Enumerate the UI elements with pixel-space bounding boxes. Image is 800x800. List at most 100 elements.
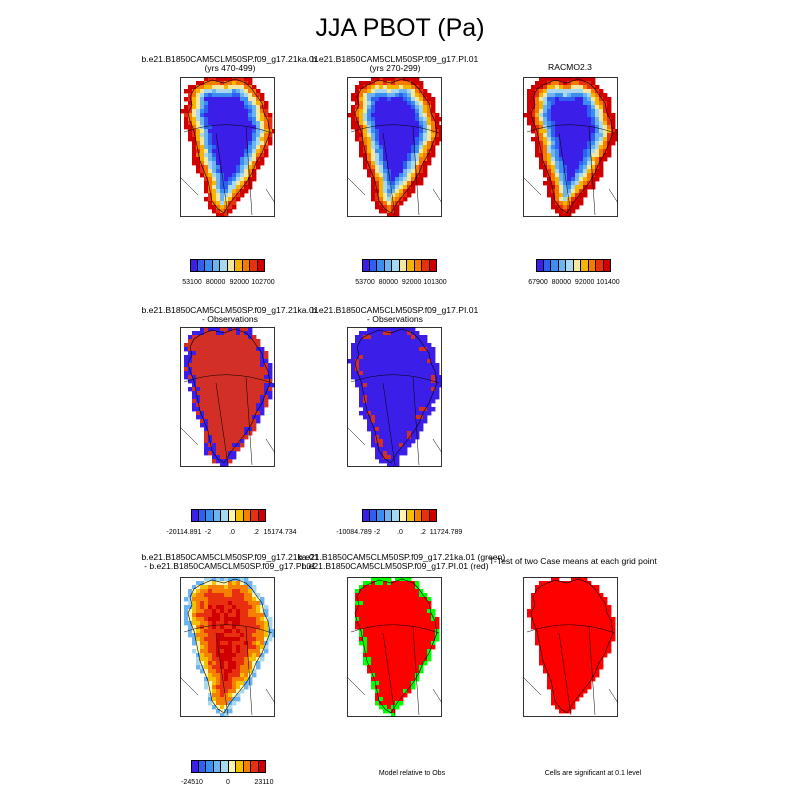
map-cell bbox=[411, 593, 416, 598]
map-cell bbox=[567, 709, 572, 714]
map-cell bbox=[212, 621, 217, 626]
map-cell bbox=[387, 407, 392, 412]
map-cell bbox=[395, 165, 400, 170]
map-cell bbox=[583, 589, 588, 594]
map-cell bbox=[379, 665, 384, 670]
map-cell bbox=[559, 609, 564, 614]
map-cell bbox=[244, 173, 249, 178]
map-cell bbox=[184, 105, 189, 110]
map-cell bbox=[579, 693, 584, 698]
map-cell bbox=[583, 189, 588, 194]
map-cell bbox=[212, 189, 217, 194]
map-cell bbox=[431, 105, 436, 110]
map-cell bbox=[232, 645, 237, 650]
map-cell bbox=[407, 439, 412, 444]
map-cell bbox=[411, 387, 416, 392]
map-cell bbox=[371, 343, 376, 348]
map-cell bbox=[256, 645, 261, 650]
map-cell bbox=[387, 201, 392, 206]
map-cell bbox=[371, 661, 376, 666]
map-cell bbox=[220, 141, 225, 146]
map-cell bbox=[403, 407, 408, 412]
map-cell bbox=[363, 605, 368, 610]
map-cell bbox=[184, 375, 189, 380]
map-cell bbox=[264, 375, 269, 380]
map-cell bbox=[391, 331, 396, 336]
map-cell bbox=[228, 367, 233, 372]
map-cell bbox=[579, 197, 584, 202]
map-cell bbox=[587, 613, 592, 618]
map-cell bbox=[595, 113, 600, 118]
map-cell bbox=[240, 343, 245, 348]
map-cell bbox=[395, 181, 400, 186]
map-cell bbox=[355, 133, 360, 138]
greenland-map bbox=[180, 327, 275, 467]
map-cell bbox=[555, 589, 560, 594]
map-cell bbox=[387, 335, 392, 340]
map-cell bbox=[399, 93, 404, 98]
map-cell bbox=[236, 339, 241, 344]
map-cell bbox=[220, 77, 225, 82]
map-cell bbox=[216, 181, 221, 186]
map-cell bbox=[555, 689, 560, 694]
map-cell bbox=[423, 339, 428, 344]
map-cell bbox=[411, 653, 416, 658]
map-cell bbox=[383, 101, 388, 106]
map-cell bbox=[240, 617, 245, 622]
map-cell bbox=[415, 633, 420, 638]
map-cell bbox=[367, 129, 372, 134]
map-cell bbox=[567, 665, 572, 670]
map-cell bbox=[363, 645, 368, 650]
map-cell bbox=[347, 359, 352, 364]
map-cell bbox=[535, 633, 540, 638]
map-cell bbox=[575, 109, 580, 114]
map-cell bbox=[212, 395, 217, 400]
map-cell bbox=[555, 153, 560, 158]
map-cell bbox=[399, 129, 404, 134]
map-cell bbox=[603, 617, 608, 622]
map-cell bbox=[363, 89, 368, 94]
map-cell bbox=[383, 93, 388, 98]
map-cell bbox=[415, 339, 420, 344]
greenland-map bbox=[347, 77, 442, 217]
map-cell bbox=[359, 133, 364, 138]
map-cell bbox=[567, 581, 572, 586]
map-cell bbox=[387, 379, 392, 384]
map-cell bbox=[363, 335, 368, 340]
map-cell bbox=[411, 669, 416, 674]
map-cell bbox=[399, 451, 404, 456]
map-cell bbox=[415, 593, 420, 598]
map-cell bbox=[407, 331, 412, 336]
map-cell bbox=[387, 415, 392, 420]
map-cell bbox=[236, 101, 241, 106]
map-cell bbox=[419, 89, 424, 94]
map-cell bbox=[411, 133, 416, 138]
map-cell bbox=[551, 117, 556, 122]
map-cell bbox=[595, 669, 600, 674]
map-cell bbox=[607, 605, 612, 610]
map-cell bbox=[611, 617, 616, 622]
map-cell bbox=[563, 209, 568, 214]
map-cell bbox=[543, 141, 548, 146]
map-cell bbox=[423, 403, 428, 408]
map-cell bbox=[375, 681, 380, 686]
map-cell bbox=[551, 133, 556, 138]
map-cell bbox=[363, 363, 368, 368]
map-cell bbox=[212, 693, 217, 698]
map-cell bbox=[403, 589, 408, 594]
map-cell bbox=[244, 141, 249, 146]
map-cell bbox=[224, 395, 229, 400]
colorbar-box bbox=[422, 509, 430, 522]
map-cell bbox=[244, 149, 249, 154]
map-cell bbox=[375, 343, 380, 348]
map-cell bbox=[407, 685, 412, 690]
map-cell bbox=[571, 605, 576, 610]
map-cell bbox=[591, 145, 596, 150]
map-cell bbox=[256, 625, 261, 630]
map-cell bbox=[423, 613, 428, 618]
map-cell bbox=[208, 443, 213, 448]
map-cell bbox=[232, 359, 237, 364]
map-cell bbox=[220, 205, 225, 210]
map-cell bbox=[423, 153, 428, 158]
map-cell bbox=[387, 419, 392, 424]
